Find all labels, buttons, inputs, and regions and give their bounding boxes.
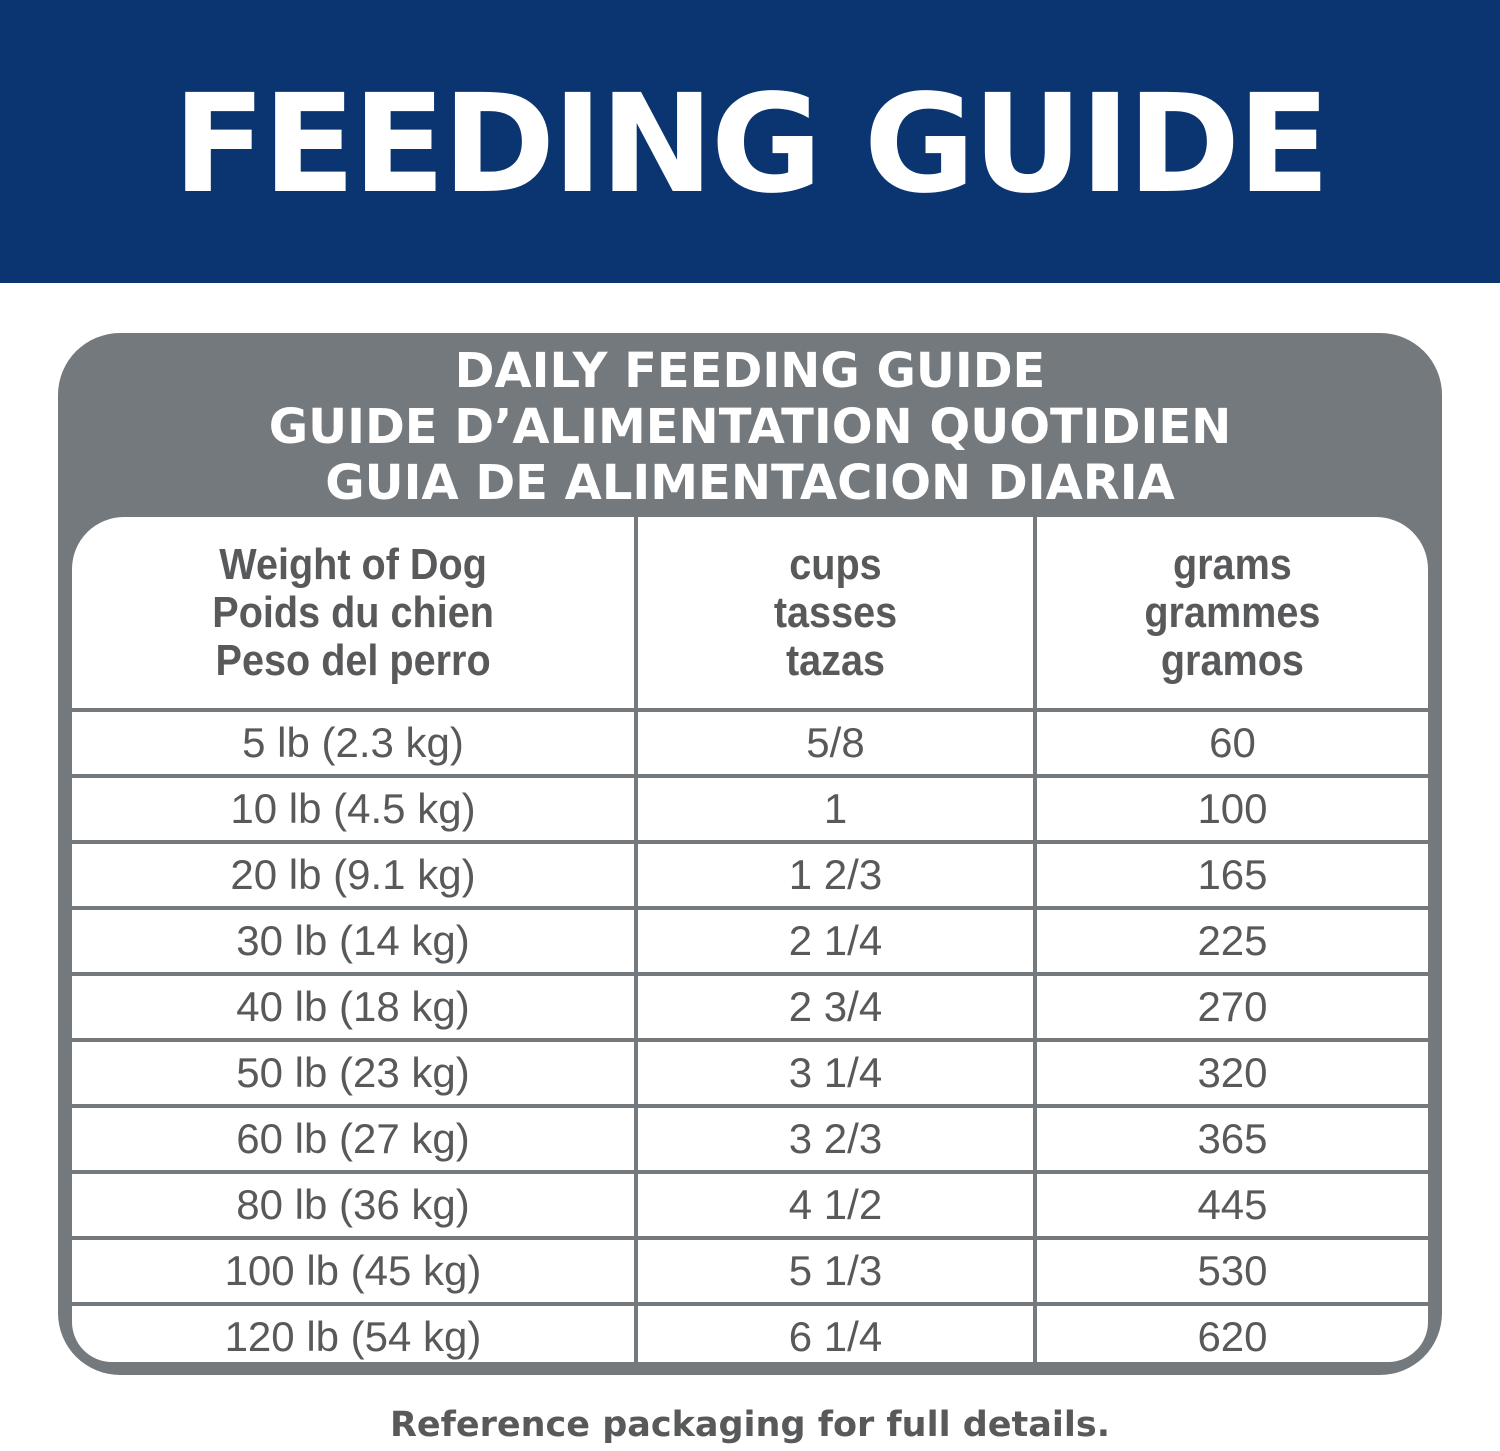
- footer-note: Reference packaging for full details.: [389, 1405, 1111, 1445]
- title-english: DAILY FEEDING GUIDE: [454, 343, 1046, 399]
- header-line: Weight of Dog: [219, 539, 487, 589]
- table-row: 30 lb (14 kg) 2 1/4 225: [72, 906, 1428, 974]
- weight-cell: 100 lb (45 kg): [72, 1236, 636, 1304]
- feeding-table-container: Weight of Dog Poids du chien Peso del perr…: [72, 517, 1428, 1362]
- cups-cell: 2 3/4: [634, 972, 1035, 1040]
- panel-title: DAILY FEEDING GUIDE GUIDE D’ALIMENTATION…: [58, 343, 1442, 511]
- grams-cell: 225: [1033, 906, 1428, 974]
- grams-cell: 320: [1033, 1038, 1428, 1106]
- grams-cell: 620: [1033, 1302, 1428, 1362]
- header-grams: grams grammes gramos: [1052, 517, 1409, 710]
- cups-cell: 5 1/3: [634, 1236, 1035, 1304]
- header-line: gramos: [1160, 635, 1304, 685]
- cups-cell: 2 1/4: [634, 906, 1035, 974]
- weight-cell: 30 lb (14 kg): [72, 906, 636, 974]
- table-row: 5 lb (2.3 kg) 5/8 60: [72, 708, 1428, 776]
- grams-cell: 60: [1033, 708, 1428, 776]
- header-line: cups: [789, 539, 882, 589]
- title-french: GUIDE D’ALIMENTATION QUOTIDIEN: [268, 399, 1232, 455]
- table-row: 120 lb (54 kg) 6 1/4 620: [72, 1302, 1428, 1362]
- header-weight: Weight of Dog Poids du chien Peso del perr…: [100, 517, 608, 710]
- header-line: tazas: [785, 635, 886, 685]
- table-row: 40 lb (18 kg) 2 3/4 270: [72, 972, 1428, 1040]
- header-line: tasses: [773, 587, 898, 637]
- page-title: FEEDING GUIDE: [172, 66, 1330, 224]
- header-line: Poids du chien: [212, 587, 494, 637]
- weight-cell: 80 lb (36 kg): [72, 1170, 636, 1238]
- table-row: 50 lb (23 kg) 3 1/4 320: [72, 1038, 1428, 1106]
- header-line: grammes: [1144, 587, 1321, 637]
- weight-cell: 20 lb (9.1 kg): [72, 840, 636, 908]
- cups-cell: 4 1/2: [634, 1170, 1035, 1238]
- grams-cell: 165: [1033, 840, 1428, 908]
- grams-cell: 530: [1033, 1236, 1428, 1304]
- grams-cell: 365: [1033, 1104, 1428, 1172]
- weight-cell: 120 lb (54 kg): [72, 1302, 636, 1362]
- table-row: 20 lb (9.1 kg) 1 2/3 165: [72, 840, 1428, 908]
- cups-cell: 6 1/4: [634, 1302, 1035, 1362]
- header-banner: FEEDING GUIDE: [0, 0, 1500, 283]
- weight-cell: 60 lb (27 kg): [72, 1104, 636, 1172]
- weight-cell: 5 lb (2.3 kg): [72, 708, 636, 776]
- cups-cell: 5/8: [634, 708, 1035, 776]
- header-line: grams: [1172, 539, 1292, 589]
- header-cups: cups tasses tazas: [654, 517, 1016, 710]
- weight-cell: 40 lb (18 kg): [72, 972, 636, 1040]
- cups-cell: 3 2/3: [634, 1104, 1035, 1172]
- title-spanish: GUIA DE ALIMENTACION DIARIA: [325, 455, 1175, 511]
- cups-cell: 1: [634, 774, 1035, 842]
- grams-cell: 270: [1033, 972, 1428, 1040]
- header-line: Peso del perro: [215, 635, 491, 685]
- table-row: 100 lb (45 kg) 5 1/3 530: [72, 1236, 1428, 1304]
- cups-cell: 3 1/4: [634, 1038, 1035, 1106]
- weight-cell: 50 lb (23 kg): [72, 1038, 636, 1106]
- grams-cell: 445: [1033, 1170, 1428, 1238]
- cups-cell: 1 2/3: [634, 840, 1035, 908]
- table-header-row: Weight of Dog Poids du chien Peso del perr…: [72, 517, 1428, 710]
- feeding-guide-panel: DAILY FEEDING GUIDE GUIDE D’ALIMENTATION…: [58, 333, 1442, 1375]
- grams-cell: 100: [1033, 774, 1428, 842]
- table-row: 60 lb (27 kg) 3 2/3 365: [72, 1104, 1428, 1172]
- table-row: 10 lb (4.5 kg) 1 100: [72, 774, 1428, 842]
- table-row: 80 lb (36 kg) 4 1/2 445: [72, 1170, 1428, 1238]
- weight-cell: 10 lb (4.5 kg): [72, 774, 636, 842]
- feeding-table: Weight of Dog Poids du chien Peso del perr…: [72, 517, 1428, 1362]
